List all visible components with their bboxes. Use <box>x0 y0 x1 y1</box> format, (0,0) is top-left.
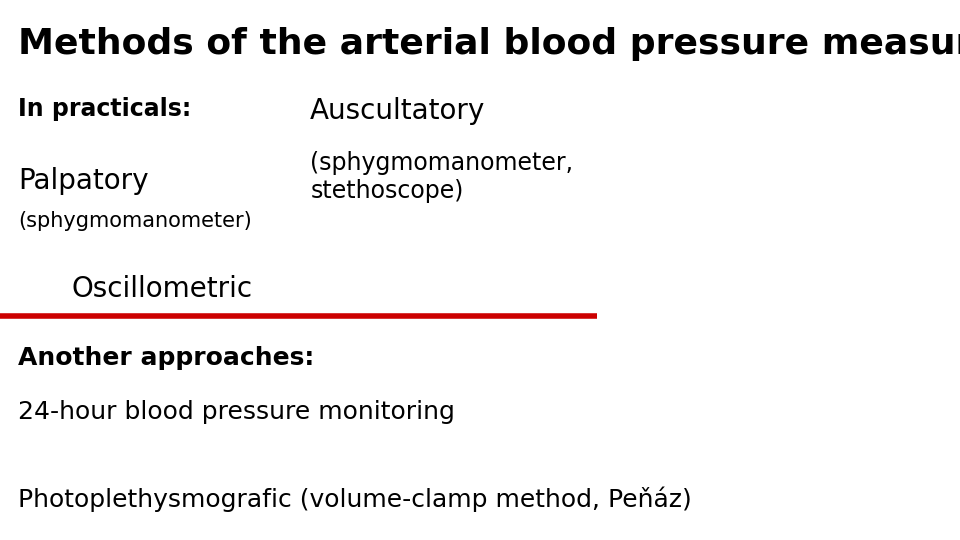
Text: Auscultatory: Auscultatory <box>310 97 486 125</box>
Text: 24-hour blood pressure monitoring: 24-hour blood pressure monitoring <box>18 400 455 423</box>
Text: (sphygmomanometer,
stethoscope): (sphygmomanometer, stethoscope) <box>310 151 573 203</box>
Text: In practicals:: In practicals: <box>18 97 191 121</box>
Text: (sphygmomanometer): (sphygmomanometer) <box>18 211 252 231</box>
Text: Methods of the arterial blood pressure measurement: Methods of the arterial blood pressure m… <box>18 27 960 61</box>
Text: Oscillometric: Oscillometric <box>72 275 252 303</box>
Text: Another approaches:: Another approaches: <box>18 346 314 369</box>
Text: Photoplethysmografic (volume-clamp method, Peňáz): Photoplethysmografic (volume-clamp metho… <box>18 486 691 511</box>
Text: Palpatory: Palpatory <box>18 167 149 195</box>
